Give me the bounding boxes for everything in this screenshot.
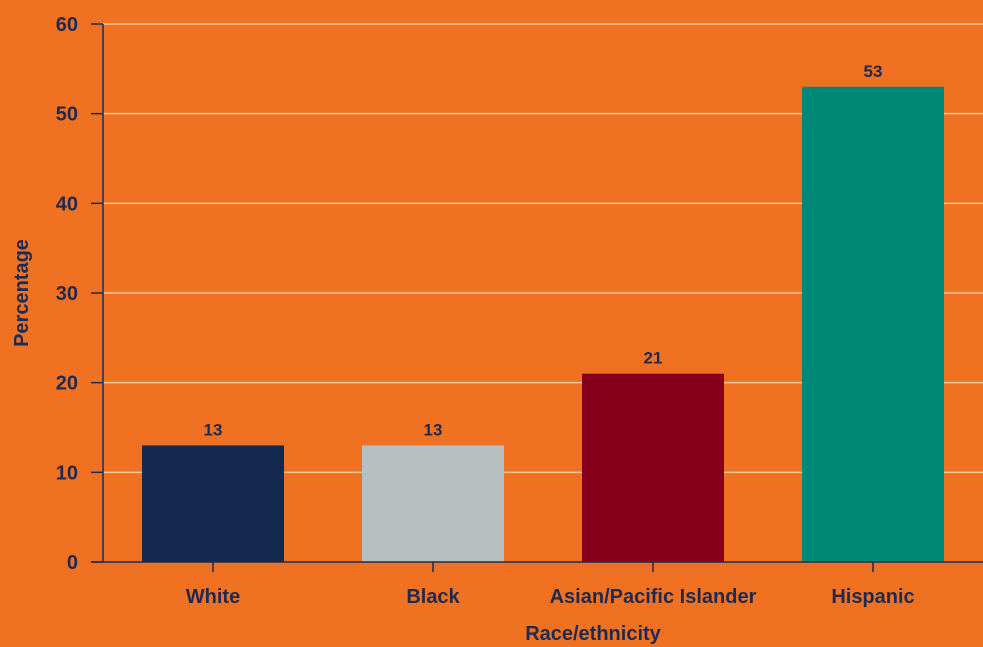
x-axis-title: Race/ethnicity	[525, 623, 661, 645]
y-tick-label-0: 0	[67, 552, 78, 574]
bar-black	[362, 445, 504, 562]
y-axis-ticks: 0 10 20 30 40 50 60	[56, 14, 103, 574]
x-category-label: Black	[406, 586, 460, 608]
y-tick-label-20: 20	[56, 373, 78, 395]
x-category-label: Hispanic	[831, 586, 914, 608]
bar-asian-pacific-islander	[582, 373, 724, 562]
bar-hispanic	[802, 86, 944, 563]
data-labels: 13 13 21 53	[204, 62, 883, 440]
y-tick-label-40: 40	[56, 193, 78, 215]
x-category-label: Asian/Pacific Islander	[550, 586, 757, 608]
bars	[142, 86, 944, 563]
y-tick-label-50: 50	[56, 104, 78, 126]
y-tick-label-30: 30	[56, 283, 78, 305]
x-category-label: White	[186, 586, 240, 608]
data-label: 13	[424, 420, 443, 439]
data-label: 13	[204, 420, 223, 439]
data-label: 21	[644, 349, 663, 368]
y-tick-label-60: 60	[56, 14, 78, 36]
y-tick-label-10: 10	[56, 462, 78, 484]
data-label: 53	[864, 62, 883, 81]
x-axis-categories: White Black Asian/Pacific Islander Hispanic	[186, 562, 915, 608]
bar-white	[142, 445, 284, 562]
y-axis-title: Percentage	[11, 239, 33, 347]
